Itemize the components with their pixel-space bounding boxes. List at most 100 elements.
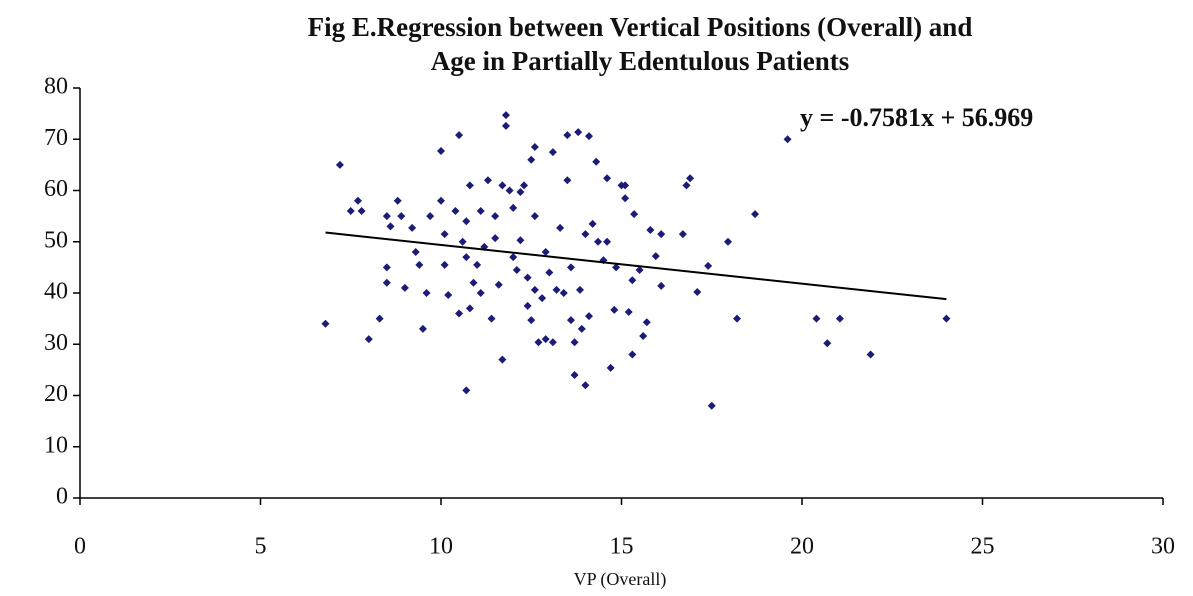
x-tick-label: 25 bbox=[971, 534, 995, 560]
data-point bbox=[364, 335, 373, 344]
data-point bbox=[574, 128, 583, 137]
data-point bbox=[548, 148, 557, 157]
data-point bbox=[612, 263, 621, 272]
chart-title: Age in Partially Edentulous Patients bbox=[431, 46, 850, 76]
data-point bbox=[835, 314, 844, 323]
x-tick-label: 0 bbox=[74, 534, 86, 560]
y-tick-label: 0 bbox=[56, 484, 68, 510]
data-point bbox=[639, 332, 648, 341]
data-point bbox=[707, 401, 716, 410]
y-tick-label: 20 bbox=[44, 381, 68, 407]
data-point bbox=[682, 181, 691, 190]
data-point bbox=[440, 260, 449, 269]
data-point bbox=[548, 338, 557, 347]
data-point bbox=[444, 291, 453, 300]
data-point bbox=[603, 174, 612, 183]
data-point bbox=[630, 210, 639, 219]
data-point bbox=[494, 280, 503, 289]
data-point bbox=[570, 338, 579, 347]
y-tick-label: 70 bbox=[44, 125, 68, 151]
data-point bbox=[686, 174, 695, 183]
data-point bbox=[382, 212, 391, 221]
data-point bbox=[657, 281, 666, 290]
chart-title: Fig E.Regression between Vertical Positi… bbox=[308, 12, 973, 42]
data-point bbox=[942, 314, 951, 323]
data-point bbox=[473, 260, 482, 269]
data-point bbox=[545, 268, 554, 277]
data-point bbox=[678, 230, 687, 239]
data-point bbox=[552, 285, 561, 294]
data-point bbox=[527, 155, 536, 164]
data-point bbox=[501, 111, 510, 120]
data-point bbox=[585, 132, 594, 141]
x-axis-label: VP (Overall) bbox=[574, 569, 667, 590]
data-point bbox=[577, 324, 586, 333]
data-point bbox=[516, 236, 525, 245]
data-point bbox=[462, 253, 471, 262]
data-point bbox=[501, 121, 510, 130]
data-point bbox=[451, 207, 460, 215]
data-point bbox=[541, 248, 550, 256]
data-point bbox=[751, 210, 760, 219]
data-point bbox=[723, 237, 732, 246]
data-point bbox=[509, 253, 518, 262]
data-point bbox=[657, 230, 666, 239]
data-point bbox=[646, 225, 655, 234]
data-point bbox=[505, 186, 514, 195]
data-point bbox=[418, 324, 427, 333]
data-point bbox=[556, 223, 565, 232]
data-point bbox=[455, 131, 464, 140]
data-point bbox=[440, 230, 449, 239]
data-point bbox=[566, 263, 575, 272]
data-point bbox=[437, 196, 445, 205]
data-point bbox=[635, 265, 644, 274]
data-point bbox=[476, 207, 485, 215]
data-point bbox=[530, 212, 539, 221]
data-point bbox=[541, 335, 550, 344]
data-point bbox=[455, 309, 464, 318]
x-tick-label: 20 bbox=[790, 534, 814, 560]
data-point bbox=[393, 196, 402, 205]
data-point bbox=[516, 188, 525, 197]
data-point bbox=[487, 314, 496, 323]
data-point bbox=[498, 355, 507, 364]
data-point bbox=[733, 314, 742, 323]
data-point bbox=[426, 212, 435, 221]
data-point bbox=[621, 194, 630, 203]
data-point bbox=[491, 212, 500, 221]
data-point bbox=[346, 207, 355, 215]
data-point bbox=[610, 305, 619, 314]
data-point bbox=[386, 222, 395, 231]
data-point bbox=[592, 157, 601, 166]
data-point bbox=[534, 338, 543, 347]
y-tick-label: 80 bbox=[44, 74, 68, 100]
data-point bbox=[559, 289, 568, 297]
data-point bbox=[624, 307, 633, 316]
data-point bbox=[465, 304, 474, 313]
data-point bbox=[523, 273, 532, 282]
data-point bbox=[476, 289, 485, 297]
data-point bbox=[581, 230, 590, 239]
data-point bbox=[823, 339, 832, 348]
data-point bbox=[621, 181, 630, 190]
data-point bbox=[382, 263, 391, 272]
data-point bbox=[408, 223, 417, 232]
x-tick-label: 15 bbox=[610, 534, 634, 560]
data-point bbox=[353, 196, 362, 205]
data-point bbox=[469, 278, 478, 287]
data-point bbox=[512, 265, 521, 274]
data-point bbox=[509, 203, 518, 212]
data-point bbox=[462, 217, 471, 226]
data-point bbox=[866, 350, 875, 359]
data-point bbox=[520, 181, 529, 190]
data-point bbox=[483, 176, 492, 185]
data-point bbox=[523, 301, 532, 310]
trendline bbox=[325, 231, 947, 301]
data-point bbox=[628, 350, 637, 359]
data-point bbox=[458, 237, 467, 246]
data-point bbox=[465, 181, 474, 190]
data-point bbox=[606, 363, 615, 372]
data-point bbox=[585, 312, 594, 321]
data-point bbox=[566, 316, 575, 325]
